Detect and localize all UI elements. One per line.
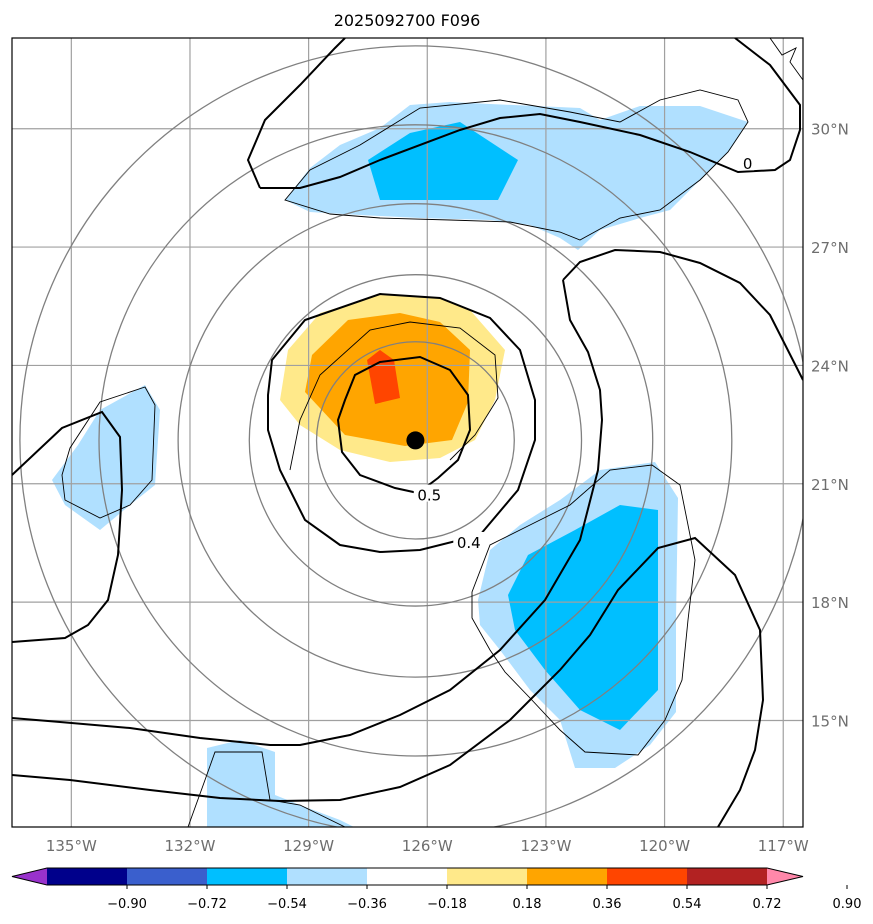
colorbar-segment <box>527 868 608 885</box>
colorbar-segment <box>687 868 768 885</box>
range-ring <box>98 124 733 757</box>
colorbar: −0.90 −0.72 −0.54 −0.36 −0.18 0.18 0.36 0.54 0.7… <box>11 867 862 912</box>
lat-label: 15°N <box>811 712 849 730</box>
thick-contours <box>12 38 803 827</box>
chart-title: 2025092700 F096 <box>334 11 481 30</box>
neg-anomaly-west-light <box>52 385 160 530</box>
colorbar-tick-label: −0.90 <box>107 897 147 912</box>
range-ring <box>315 341 515 540</box>
colorbar-outline <box>11 867 804 886</box>
contour-label: 0.5 <box>417 487 441 505</box>
lat-label: 18°N <box>811 594 849 612</box>
colorbar-segment <box>287 868 368 885</box>
thin-contour-west <box>61 386 156 519</box>
thin-contour-southeast <box>471 464 696 756</box>
lon-label: 126°W <box>402 837 453 855</box>
lon-label: 132°W <box>164 837 215 855</box>
colorbar-extend-low <box>12 868 47 885</box>
contour-label-mask <box>453 531 485 549</box>
colorbar-segment <box>47 868 128 885</box>
lon-label: 123°W <box>520 837 571 855</box>
lat-label: 21°N <box>811 476 849 494</box>
colorbar-tick-label: 0.18 <box>513 897 542 912</box>
map-panel: 0.50.40 30°N27°N24°N21°N18°N15°N 135°W 13… <box>11 37 849 855</box>
contour-label: 0 <box>743 155 753 173</box>
contour-north-loop <box>246 38 801 189</box>
thin-contour-north <box>284 89 749 241</box>
range-rings <box>19 45 803 827</box>
colorbar-tick-label: 0.72 <box>753 897 782 912</box>
contour-inner-0.5 <box>336 355 472 495</box>
colorbar-extend-high <box>767 868 803 885</box>
colorbar-tick-label: 0.54 <box>673 897 702 912</box>
contour-west <box>12 410 124 643</box>
lat-label: 30°N <box>811 121 849 139</box>
lon-label: 117°W <box>758 837 809 855</box>
colorbar-tick-label: −0.54 <box>267 897 307 912</box>
contour-labels: 0.5 0.4 0 <box>413 153 755 552</box>
anomaly-fills <box>52 102 748 827</box>
range-ring <box>177 203 654 678</box>
neg-anomaly-north-dark <box>368 122 518 200</box>
map-frame <box>11 37 804 828</box>
neg-anomaly-southwest-light <box>207 740 354 827</box>
colorbar-tick-label: −0.36 <box>347 897 387 912</box>
lat-label: 27°N <box>811 239 849 257</box>
colorbar-segment <box>367 868 448 885</box>
colorbar-segment <box>607 868 688 885</box>
lon-label: 135°W <box>46 837 97 855</box>
thin-contour-center <box>289 321 499 471</box>
lon-label: 129°W <box>283 837 334 855</box>
thin-contour-southwest <box>187 751 346 827</box>
contour-label: 0.4 <box>457 534 481 552</box>
colorbar-segment <box>127 868 208 885</box>
thin-contour-northeast-coast <box>769 38 803 81</box>
contour-label-mask <box>413 484 445 502</box>
colorbar-tick-label: −0.18 <box>427 897 467 912</box>
colorbar-segment <box>447 868 528 885</box>
contour-0.4 <box>267 292 536 554</box>
contour-label-mask <box>741 153 755 171</box>
storm-center-marker <box>406 431 425 450</box>
contour-south <box>12 536 765 827</box>
colorbar-tick-label: 0.90 <box>833 897 862 912</box>
lon-label: 120°W <box>639 837 690 855</box>
colorbar-tick-label: −0.72 <box>187 897 227 912</box>
colorbar-segment <box>207 868 288 885</box>
lat-label: 24°N <box>811 357 849 375</box>
range-ring <box>19 45 803 827</box>
contour-east <box>12 248 803 746</box>
longitude-labels: 135°W 132°W 129°W 126°W 123°W 120°W 117°W <box>46 837 809 855</box>
thin-contours <box>61 38 803 827</box>
range-ring <box>248 274 583 607</box>
latitude-labels: 30°N 27°N 24°N 21°N 18°N 15°N <box>811 121 849 731</box>
colorbar-tick-label: 0.36 <box>593 897 622 912</box>
